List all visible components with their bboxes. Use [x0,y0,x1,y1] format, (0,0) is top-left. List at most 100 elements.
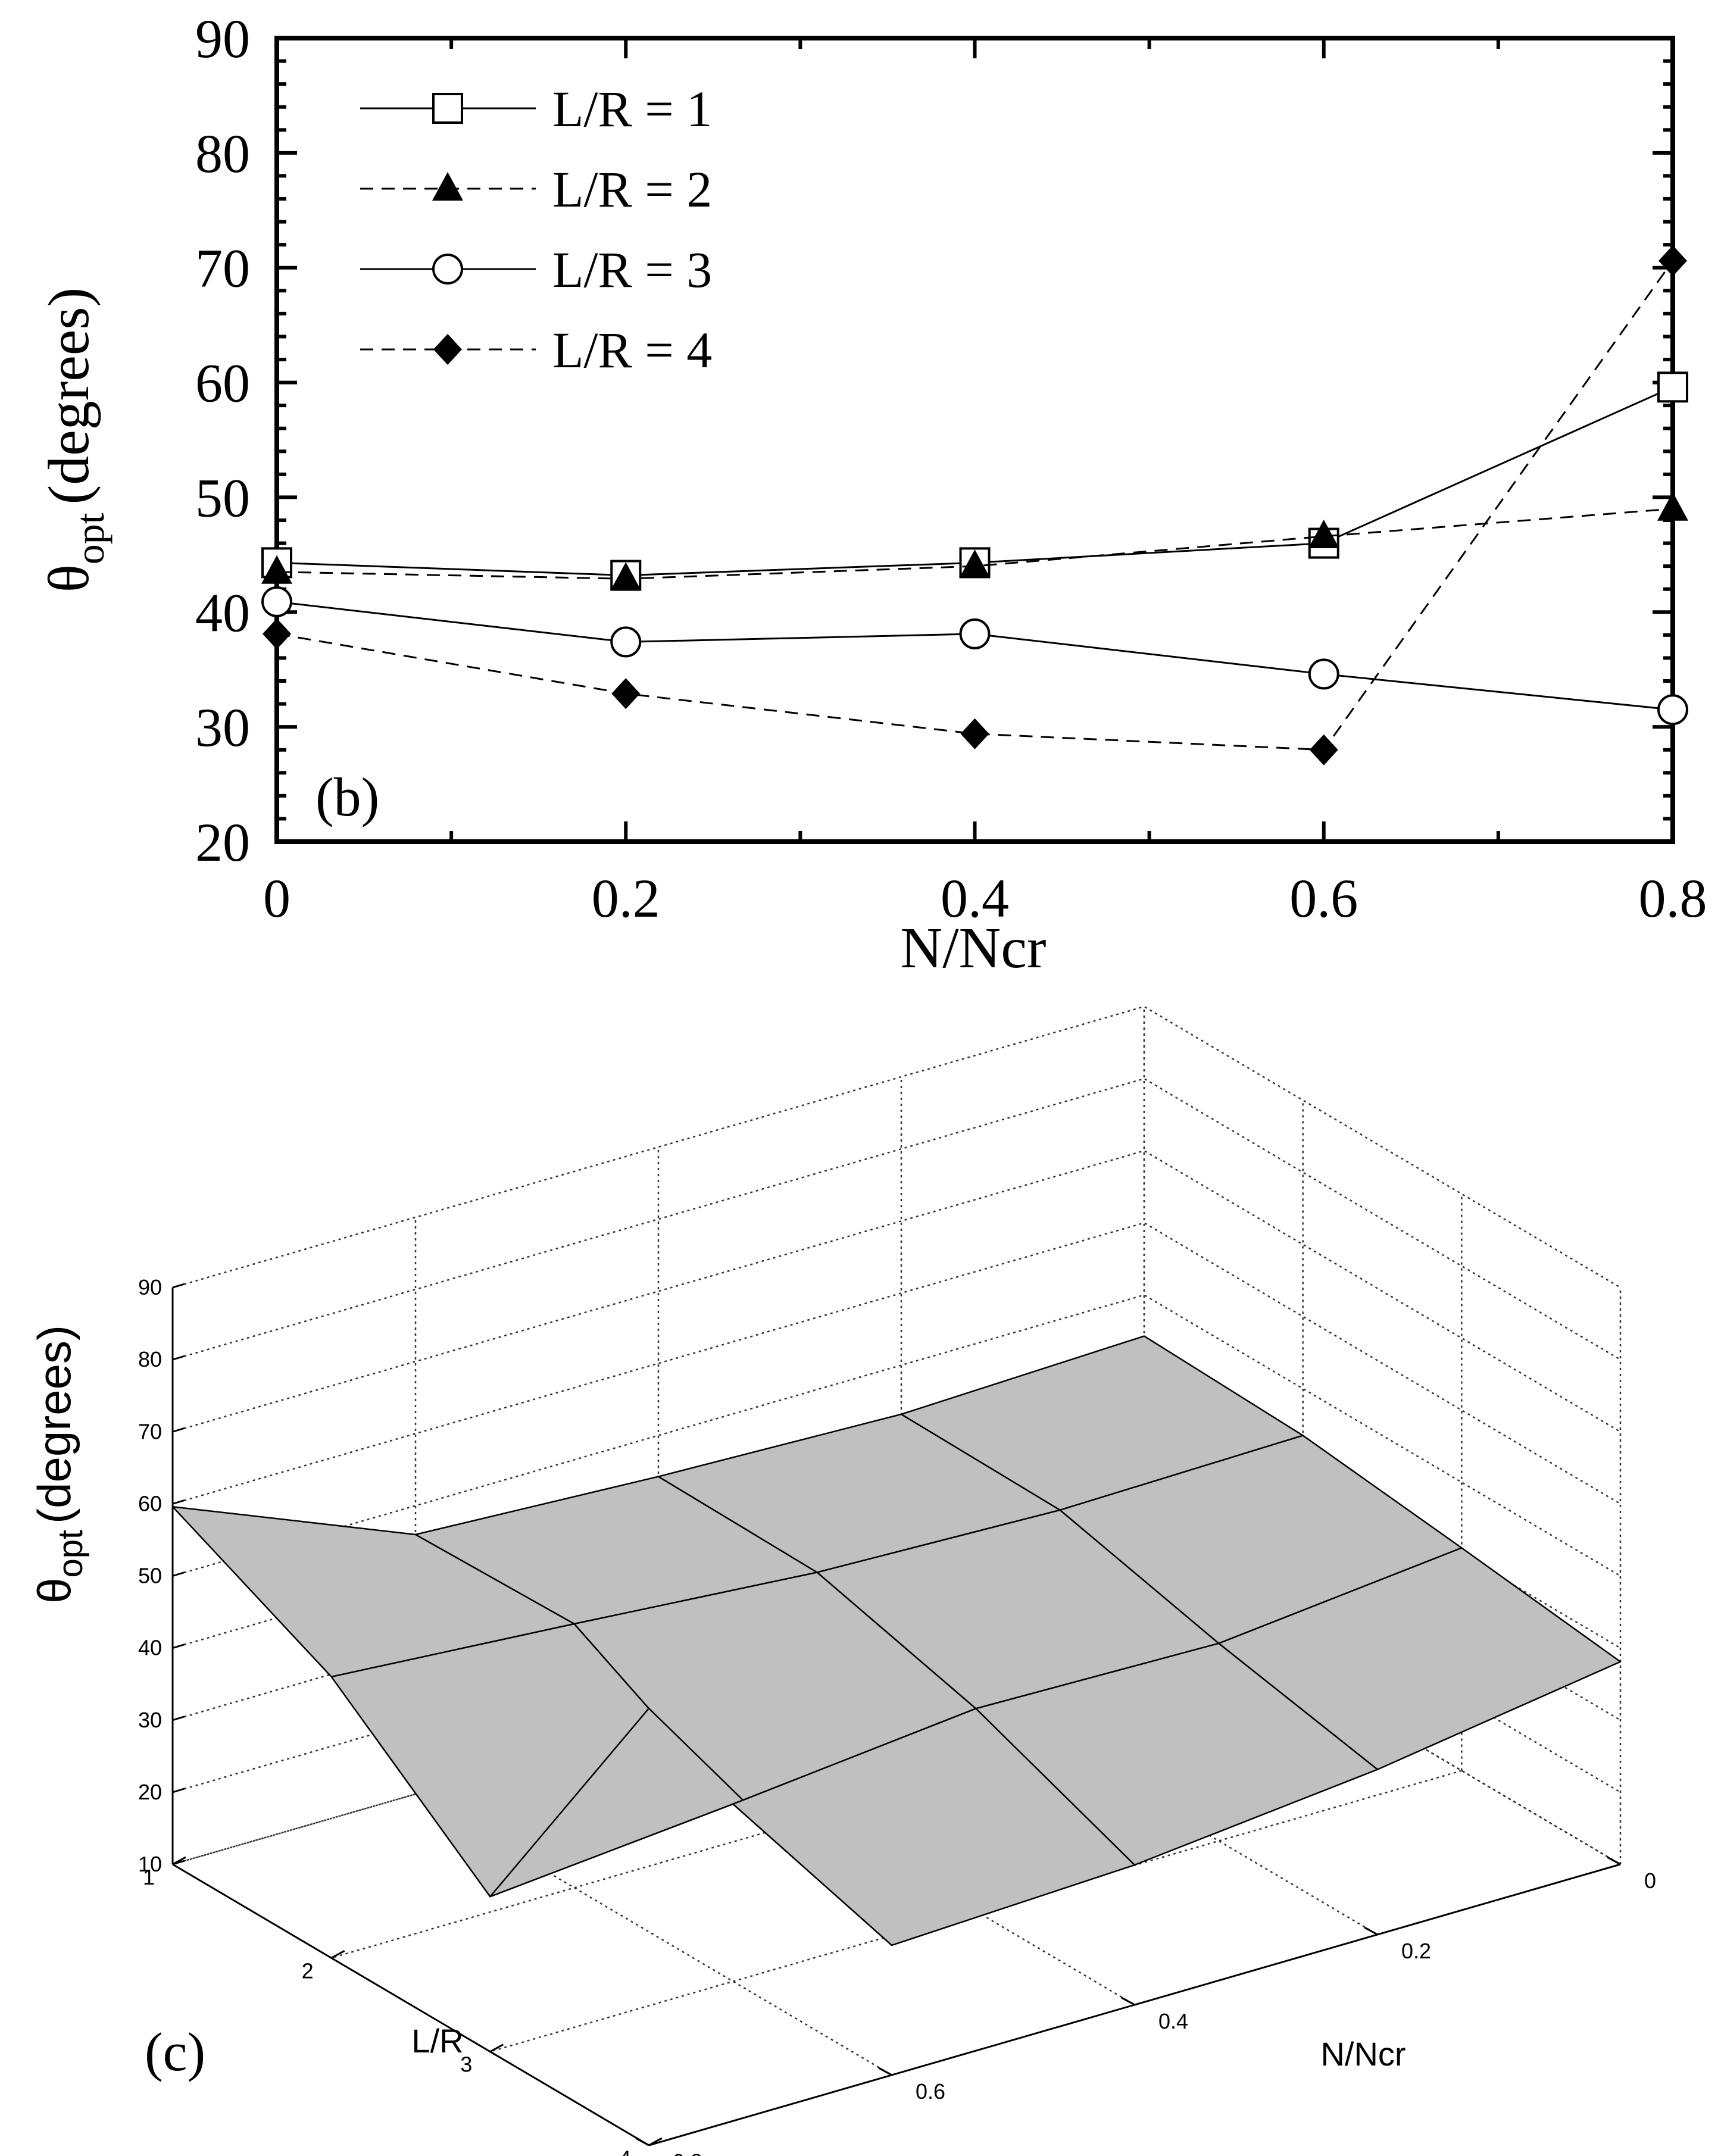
b-data-point [611,678,641,710]
b-y-tick-label: 40 [195,582,250,643]
c-z-tick [172,1427,185,1433]
c-z-label-sub: opt [51,1530,90,1578]
c-z-label-unit: (degrees) [28,1325,80,1524]
b-series-4 [263,245,1687,765]
b-panel-label: (b) [316,767,379,827]
c-x-axis-label: L/R [411,2022,463,2060]
b-data-point [1308,658,1339,690]
b-data-point [959,549,991,579]
c-z-tick [172,1571,185,1577]
b-legend-entry: L/R = 2 [360,161,712,218]
c-z-tick [172,1499,185,1505]
c-z-tick [172,1643,185,1649]
c-n-tick [1121,1996,1135,2006]
b-y-tick-label: 20 [195,812,250,873]
c-z-tick-label: 10 [138,1852,162,1876]
b-data-point [959,618,991,649]
b-series-layer [261,245,1688,765]
b-legend-label: L/R = 1 [552,80,712,138]
b-y-label-unit: (degrees) [37,288,101,505]
b-data-point [960,718,989,749]
b-x-axis-label: N/Ncr [901,916,1047,980]
svg-text:θopt(degrees): θopt (degrees) [37,288,113,592]
line-chart-b: 0 0.2 0.4 0.6 0.8 20 30 40 50 60 70 80 90 N/Ncr θop… [37,8,1707,980]
b-data-point [1658,245,1687,277]
c-z-tick-label: 30 [138,1708,162,1732]
c-surface-patch [1218,1547,1622,1770]
b-y-label-theta: θ [37,564,101,592]
b-x-tick-label: 0 [263,868,291,929]
b-data-point [1308,520,1339,548]
b-data-point [263,618,291,649]
b-y-tick-label: 50 [195,467,250,528]
c-y-axis-label: N/Ncr [1320,2035,1405,2073]
c-z-tick-label: 90 [138,1275,162,1299]
c-z-tick [172,1355,185,1361]
c-z-tick-label: 20 [138,1780,162,1804]
b-series-line [276,601,1673,711]
b-data-point [1657,371,1688,403]
b-data-point [1657,694,1688,726]
c-lr-tick-label: 1 [143,1865,155,1889]
c-grid-floor-lr [489,1770,1462,2052]
b-legend-marker [432,93,463,124]
c-lr-tick [330,1950,345,1959]
c-lr-axis [172,1863,649,2146]
c-n-tick [1607,1856,1621,1866]
c-z-tick-label: 80 [138,1347,162,1371]
b-x-tick-label: 0.8 [1639,868,1707,929]
b-data-point [610,562,642,591]
b-data-point [610,626,642,658]
b-legend-marker [432,254,463,285]
c-z-tick-label: 70 [138,1419,162,1443]
c-n-tick [1364,1926,1378,1936]
b-y-axis-label: θopt (degrees) [37,288,113,592]
b-legend-label: L/R = 3 [552,241,712,298]
b-legend-marker [433,334,462,365]
b-legend-entry: L/R = 1 [360,80,712,138]
b-y-tick-labels: 20 30 40 50 60 70 80 90 [195,8,250,873]
b-y-tick-label: 30 [195,697,250,758]
surface-chart-c: 102030405060708090123400.20.40.60.8 L/R … [28,1005,1656,2156]
c-lr-tick [489,2043,504,2052]
c-z-tick [172,1716,185,1721]
c-surface [171,1335,1622,1946]
b-y-tick-label: 70 [195,238,250,299]
c-tick-labels: 102030405060708090123400.20.40.60.8 [138,1275,1656,2156]
b-legend: L/R = 1 L/R = 2 L/R = 3 L/R = 4 [360,80,712,379]
b-y-tick-label: 60 [195,353,250,414]
c-n-tick-label: 0 [1644,1868,1656,1893]
c-grid-z-line [172,1149,1621,1433]
c-lr-tick [648,2137,663,2146]
c-z-axis-label: θopt (degrees) [28,1325,90,1604]
b-legend-label: L/R = 4 [552,321,712,379]
b-legend-marker [432,172,463,201]
b-legend-entry: L/R = 3 [360,241,712,298]
c-z-tick-label: 40 [138,1636,162,1660]
b-series-line [276,386,1673,577]
c-n-tick [878,2067,892,2076]
c-panel-label: (c) [145,2021,205,2082]
b-x-tick-labels: 0 0.2 0.4 0.6 0.8 [263,868,1707,929]
c-z-tick [172,1283,185,1289]
b-x-tick-label: 0.2 [592,868,660,929]
b-y-label-sub: opt [67,513,113,564]
svg-text:θopt(degrees): θopt (degrees) [28,1325,90,1604]
c-z-label-theta: θ [28,1578,80,1604]
c-z-tick-label: 60 [138,1491,162,1516]
c-z-tick [172,1788,185,1793]
b-x-tick-label: 0.6 [1289,868,1358,929]
b-data-point [261,586,292,617]
b-data-point [1657,492,1688,521]
b-legend-entry: L/R = 4 [360,321,712,379]
b-plot-frame [274,36,1675,844]
c-lr-tick-label: 2 [302,1958,314,1983]
b-series-line [276,260,1674,751]
c-grid-z-line [172,1005,1621,1289]
c-lr-tick-label: 4 [619,2146,631,2156]
c-n-tick-label: 0.2 [1401,1939,1431,1963]
c-lr-tick-label: 3 [460,2052,472,2077]
b-y-tick-label: 80 [195,123,250,184]
b-data-point [1309,734,1338,765]
